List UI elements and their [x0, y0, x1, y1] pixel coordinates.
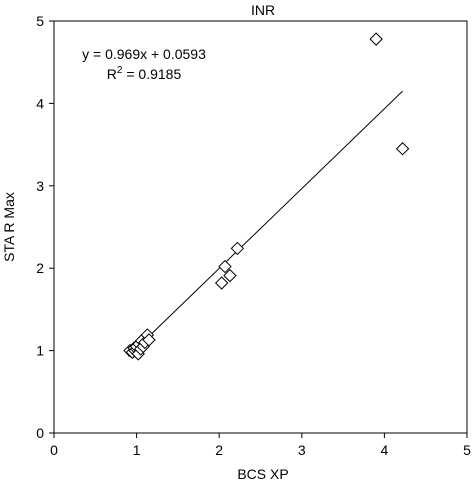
y-tick-label: 2: [36, 260, 44, 276]
data-point-diamond: [142, 333, 156, 347]
r-squared-value: = 0.9185: [122, 66, 181, 82]
x-tick-label: 1: [133, 442, 141, 458]
data-point-diamond: [395, 142, 410, 156]
y-tick-label: 4: [36, 95, 44, 111]
x-axis-label: BCS XP: [237, 466, 288, 482]
equation-label: y = 0.969x + 0.0593: [82, 46, 206, 62]
axis-ticks: 0 1 2 3 4 5 0 1 2 3 4 5: [36, 13, 471, 458]
data-point-diamond: [218, 259, 232, 274]
y-tick-label: 1: [36, 343, 44, 359]
x-tick-label: 4: [381, 442, 389, 458]
y-tick-label: 0: [36, 425, 44, 441]
data-point-diamond: [214, 276, 229, 290]
y-tick-label: 5: [36, 13, 44, 29]
chart-title: INR: [251, 2, 275, 18]
x-tick-label: 0: [50, 442, 58, 458]
r-squared-label: R2 = 0.9185: [107, 65, 182, 82]
data-point-diamond: [223, 268, 237, 283]
data-points: [123, 32, 410, 361]
r-squared-prefix: R: [107, 66, 117, 82]
trendline: [127, 90, 403, 357]
r-squared-superscript: 2: [117, 65, 123, 76]
x-tick-label: 2: [215, 442, 223, 458]
x-tick-label: 3: [298, 442, 306, 458]
y-tick-label: 3: [36, 178, 44, 194]
trendline-group: [127, 90, 403, 357]
x-tick-label: 5: [463, 442, 471, 458]
data-point-diamond: [230, 241, 245, 256]
y-axis-label: STA R Max: [1, 192, 17, 262]
plot-area: [53, 20, 468, 434]
data-point-diamond: [369, 32, 383, 46]
